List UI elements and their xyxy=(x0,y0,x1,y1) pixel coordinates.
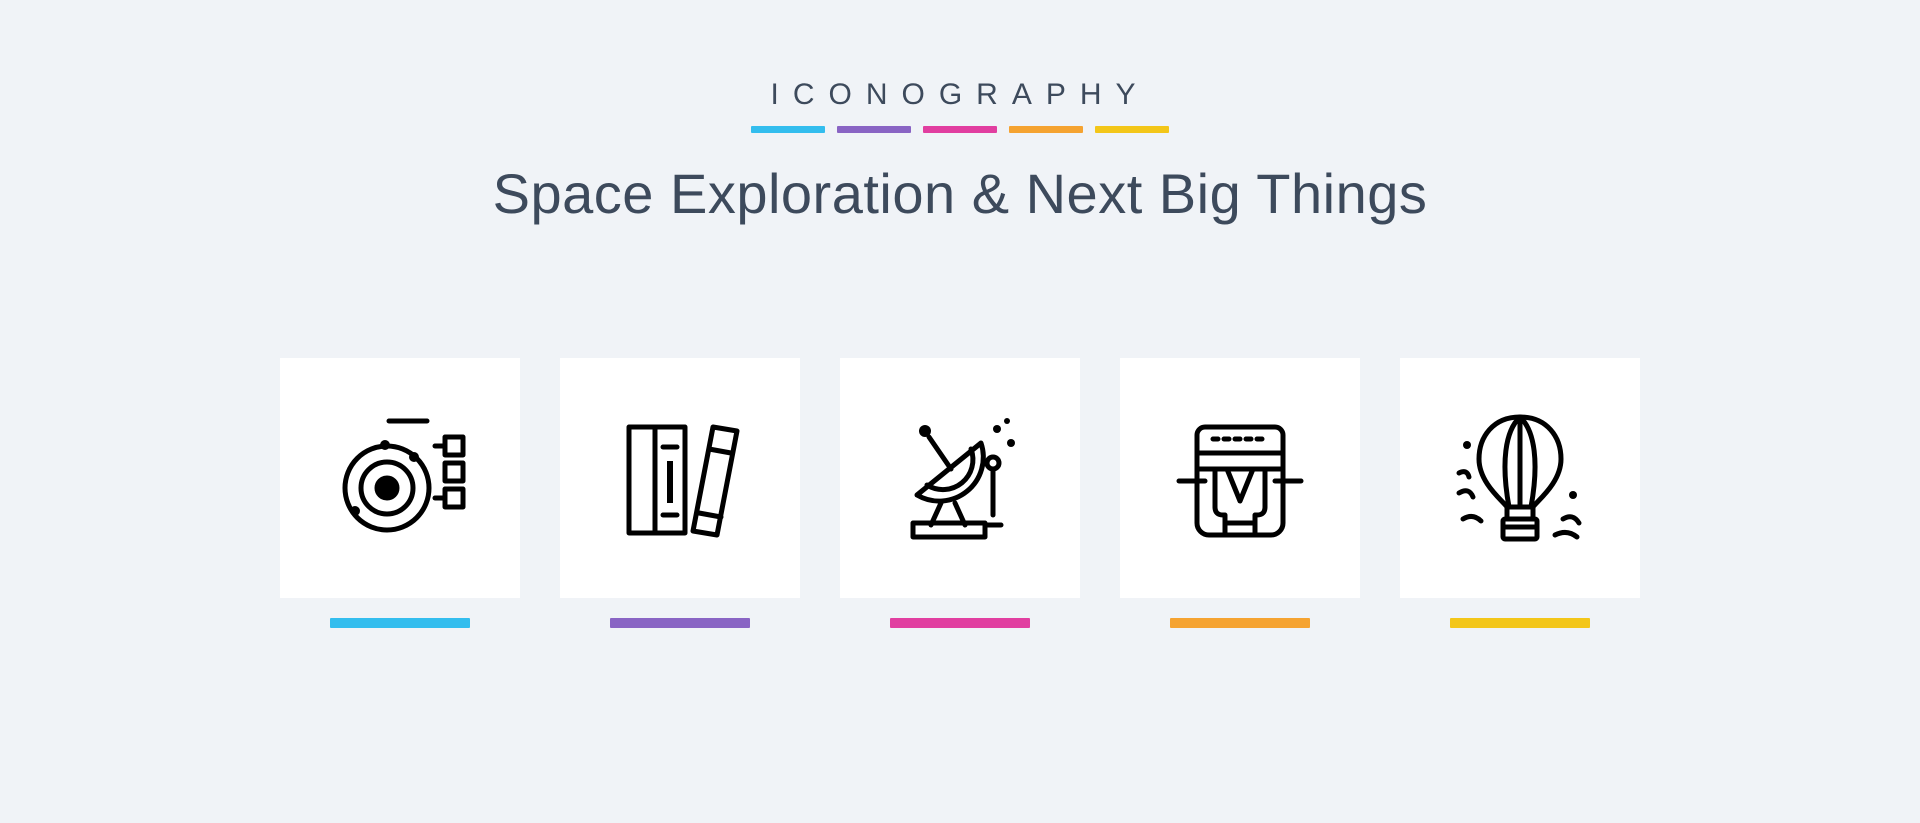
brand-bar xyxy=(751,126,825,133)
orbit-planet-icon xyxy=(325,403,475,553)
card-underline xyxy=(1450,618,1590,628)
icon-card xyxy=(1400,358,1640,628)
card-underline xyxy=(1170,618,1310,628)
icon-card xyxy=(560,358,800,628)
card-underline xyxy=(610,618,750,628)
brand-bar xyxy=(923,126,997,133)
books-library-icon xyxy=(605,403,755,553)
collection-title: Space Exploration & Next Big Things xyxy=(493,161,1428,226)
brand-bar xyxy=(1009,126,1083,133)
icon-tile xyxy=(840,358,1080,598)
spacecraft-module-icon xyxy=(1165,403,1315,553)
brand-bar xyxy=(1095,126,1169,133)
icon-card xyxy=(1120,358,1360,628)
icon-card xyxy=(840,358,1080,628)
icon-tile xyxy=(1120,358,1360,598)
hot-air-balloon-icon xyxy=(1445,403,1595,553)
icon-card xyxy=(280,358,520,628)
icon-tile xyxy=(280,358,520,598)
card-underline xyxy=(330,618,470,628)
brand-label: ICONOGRAPHY xyxy=(493,78,1428,112)
brand-underline-bars xyxy=(493,126,1428,133)
satellite-dish-icon xyxy=(885,403,1035,553)
card-underline xyxy=(890,618,1030,628)
icon-tile xyxy=(560,358,800,598)
icon-row xyxy=(280,358,1640,628)
icon-tile xyxy=(1400,358,1640,598)
header-block: ICONOGRAPHY Space Exploration & Next Big… xyxy=(493,78,1428,226)
brand-bar xyxy=(837,126,911,133)
